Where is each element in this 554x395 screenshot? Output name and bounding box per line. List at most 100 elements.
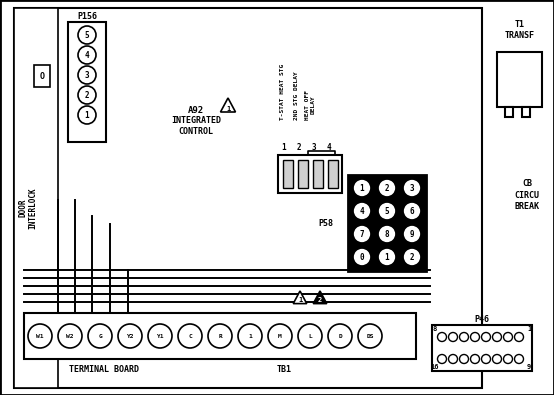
Text: 1: 1: [527, 326, 531, 332]
Text: L: L: [308, 333, 312, 339]
Text: 1: 1: [298, 297, 302, 303]
Text: 5: 5: [384, 207, 389, 216]
Circle shape: [58, 324, 82, 348]
Text: O: O: [39, 71, 44, 81]
Bar: [497, 52, 542, 107]
Text: 1: 1: [85, 111, 89, 120]
Bar: [58, 195, 206, 257]
Polygon shape: [220, 98, 235, 112]
Circle shape: [178, 324, 202, 348]
Text: T-STAT HEAT STG: T-STAT HEAT STG: [280, 64, 285, 120]
Bar: [24, 313, 416, 359]
Circle shape: [438, 333, 447, 342]
Text: W2: W2: [66, 333, 74, 339]
Circle shape: [504, 354, 512, 363]
Text: P58: P58: [319, 218, 334, 228]
Circle shape: [353, 202, 371, 220]
Bar: [313, 160, 323, 188]
Circle shape: [470, 354, 480, 363]
Circle shape: [298, 324, 322, 348]
Text: 16: 16: [431, 364, 439, 370]
Circle shape: [459, 333, 469, 342]
Text: 2: 2: [297, 143, 301, 152]
Text: 1: 1: [281, 143, 286, 152]
Text: 1: 1: [360, 184, 365, 192]
Bar: [328, 160, 338, 188]
Text: R: R: [218, 333, 222, 339]
Bar: [505, 107, 513, 117]
Circle shape: [378, 248, 396, 266]
Text: INTEGRATED
CONTROL: INTEGRATED CONTROL: [171, 116, 221, 136]
Text: 3: 3: [410, 184, 414, 192]
Text: T1
TRANSF: T1 TRANSF: [505, 20, 535, 40]
Circle shape: [238, 324, 262, 348]
Circle shape: [515, 354, 524, 363]
Text: 8: 8: [384, 229, 389, 239]
Circle shape: [353, 179, 371, 197]
Text: 1: 1: [226, 105, 230, 111]
Circle shape: [78, 86, 96, 104]
Text: TERMINAL BOARD: TERMINAL BOARD: [69, 365, 139, 374]
Bar: [14, 8, 482, 388]
Text: 2: 2: [85, 90, 89, 100]
Text: P156: P156: [77, 11, 97, 21]
Text: 4: 4: [85, 51, 89, 60]
Circle shape: [481, 354, 490, 363]
Circle shape: [118, 324, 142, 348]
Circle shape: [78, 106, 96, 124]
Circle shape: [438, 354, 447, 363]
Bar: [58, 195, 348, 303]
Circle shape: [358, 324, 382, 348]
Text: A92: A92: [188, 105, 204, 115]
Text: 5: 5: [85, 30, 89, 40]
Circle shape: [403, 202, 421, 220]
Bar: [68, 22, 106, 142]
Circle shape: [449, 333, 458, 342]
Text: 2: 2: [384, 184, 389, 192]
Text: 1: 1: [384, 252, 389, 261]
Text: Y1: Y1: [156, 333, 164, 339]
Circle shape: [504, 333, 512, 342]
Text: 9: 9: [527, 364, 531, 370]
Circle shape: [28, 324, 52, 348]
Circle shape: [481, 333, 490, 342]
Text: 4: 4: [327, 143, 331, 152]
Text: W1: W1: [36, 333, 44, 339]
Circle shape: [78, 26, 96, 44]
Text: DOOR
INTERLOCK: DOOR INTERLOCK: [18, 187, 38, 229]
Circle shape: [493, 333, 501, 342]
Circle shape: [459, 354, 469, 363]
Circle shape: [493, 354, 501, 363]
Circle shape: [515, 333, 524, 342]
Circle shape: [378, 202, 396, 220]
Circle shape: [78, 46, 96, 64]
Text: C: C: [188, 333, 192, 339]
Bar: [283, 160, 293, 188]
Text: 7: 7: [360, 229, 365, 239]
Text: Y2: Y2: [126, 333, 134, 339]
Bar: [298, 160, 308, 188]
Circle shape: [378, 225, 396, 243]
Circle shape: [268, 324, 292, 348]
Text: P46: P46: [474, 314, 490, 324]
Text: 9: 9: [410, 229, 414, 239]
Circle shape: [378, 179, 396, 197]
Bar: [522, 107, 530, 117]
Text: 0: 0: [360, 252, 365, 261]
Text: 4: 4: [360, 207, 365, 216]
Bar: [278, 155, 342, 193]
Text: 3: 3: [312, 143, 316, 152]
Circle shape: [78, 66, 96, 84]
Text: 2: 2: [410, 252, 414, 261]
Circle shape: [470, 333, 480, 342]
Bar: [14, 8, 58, 388]
Circle shape: [148, 324, 172, 348]
Text: DS: DS: [366, 333, 374, 339]
Text: TB1: TB1: [276, 365, 291, 374]
Bar: [34, 65, 50, 87]
Text: D: D: [338, 333, 342, 339]
Bar: [348, 175, 426, 271]
Text: 6: 6: [410, 207, 414, 216]
Circle shape: [403, 225, 421, 243]
Text: M: M: [278, 333, 282, 339]
